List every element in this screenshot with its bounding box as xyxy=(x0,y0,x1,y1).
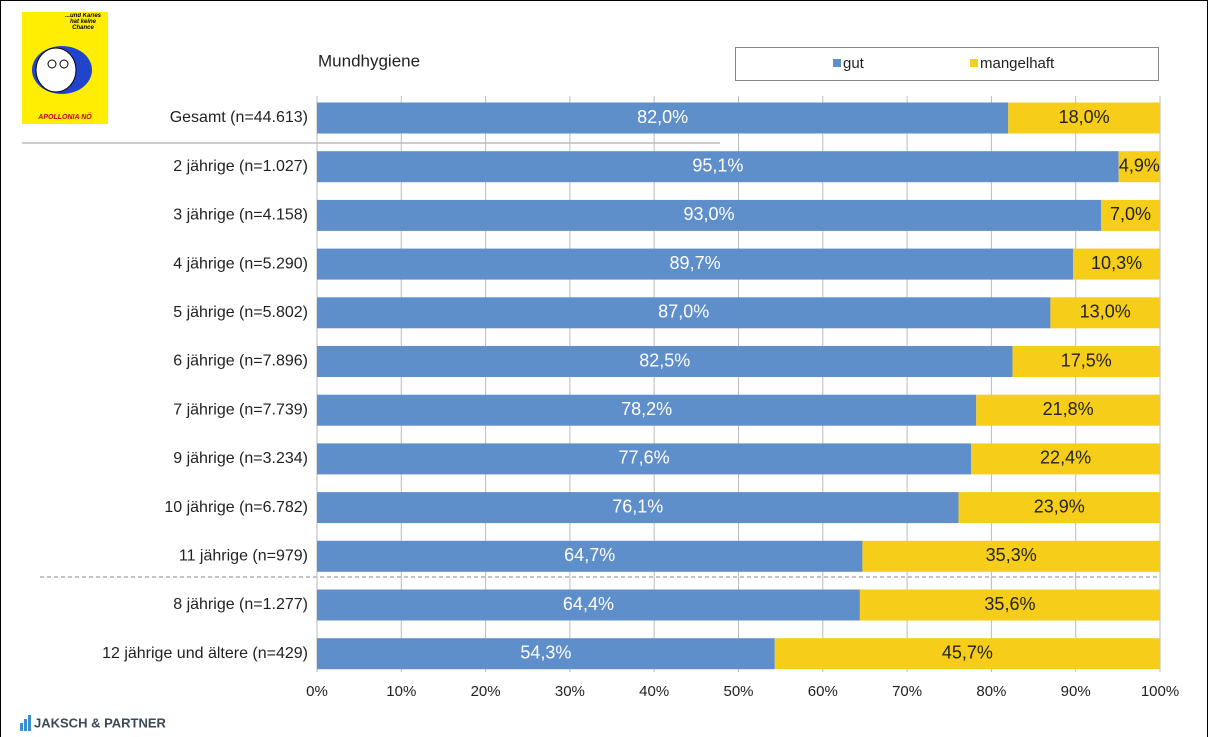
logo-name: APOLLONIA NÖ xyxy=(37,112,92,121)
x-tick-label: 20% xyxy=(471,683,501,700)
footer-icon xyxy=(24,719,27,731)
x-tick-label: 30% xyxy=(555,683,585,700)
logo-text: ...und Karies hat keine Chance xyxy=(60,13,106,31)
footer: JAKSCH & PARTNER xyxy=(20,715,167,731)
value-label: 35,6% xyxy=(984,594,1035,614)
value-label: 77,6% xyxy=(619,448,670,468)
category-label: 12 jährige und ältere (n=429) xyxy=(102,645,308,662)
x-tick-label: 40% xyxy=(639,683,669,700)
x-tick-label: 0% xyxy=(306,683,328,700)
value-label: 17,5% xyxy=(1061,350,1112,370)
x-tick-label: 10% xyxy=(386,683,416,700)
category-label: 4 jährige (n=5.290) xyxy=(173,255,308,272)
category-label: Gesamt (n=44.613) xyxy=(170,109,308,126)
value-label: 13,0% xyxy=(1080,302,1131,322)
footer-icon xyxy=(20,723,23,731)
value-label: 82,5% xyxy=(639,350,690,370)
value-label: 64,7% xyxy=(564,545,615,565)
x-tick-label: 70% xyxy=(892,683,922,700)
value-label: 54,3% xyxy=(520,642,571,662)
page: {"logo": {"text": "...und Karies hat kei… xyxy=(0,0,1208,737)
category-label: 7 jährige (n=7.739) xyxy=(173,401,308,418)
category-label: 3 jährige (n=4.158) xyxy=(173,207,308,224)
logo: ...und Karies hat keine Chance APOLLONIA… xyxy=(22,12,108,124)
legend-label: mangelhaft xyxy=(980,55,1055,72)
value-label: 35,3% xyxy=(986,545,1037,565)
footer-text: JAKSCH & PARTNER xyxy=(34,715,167,730)
value-label: 93,0% xyxy=(683,204,734,224)
logo-tooth xyxy=(36,48,76,92)
value-label: 95,1% xyxy=(692,155,743,175)
category-label: 2 jährige (n=1.027) xyxy=(173,158,308,175)
category-label: 10 jährige (n=6.782) xyxy=(164,499,308,516)
value-label: 45,7% xyxy=(942,642,993,662)
category-label: 5 jährige (n=5.802) xyxy=(173,304,308,321)
chart-title: Mundhygiene xyxy=(318,51,420,70)
value-label: 76,1% xyxy=(612,496,663,516)
value-label: 82,0% xyxy=(637,107,688,127)
value-label: 10,3% xyxy=(1091,253,1142,273)
legend-swatch xyxy=(833,59,841,67)
x-tick-label: 90% xyxy=(1061,683,1091,700)
category-label: 11 jährige (n=979) xyxy=(179,548,308,565)
category-label: 9 jährige (n=3.234) xyxy=(173,450,308,467)
footer-icon xyxy=(28,715,31,731)
value-label: 7,0% xyxy=(1110,204,1151,224)
chart: ...und Karies hat keine Chance APOLLONIA… xyxy=(0,0,1208,737)
value-label: 23,9% xyxy=(1034,496,1085,516)
category-label: 6 jährige (n=7.896) xyxy=(173,353,308,370)
legend-swatch xyxy=(970,59,978,67)
x-tick-label: 80% xyxy=(976,683,1006,700)
value-label: 89,7% xyxy=(670,253,721,273)
value-label: 78,2% xyxy=(621,399,672,419)
legend xyxy=(736,48,1159,81)
value-label: 22,4% xyxy=(1040,448,1091,468)
x-tick-label: 100% xyxy=(1141,683,1179,700)
logo-text-box: ...und Karies hat keine Chance xyxy=(60,13,106,43)
x-tick-label: 50% xyxy=(723,683,753,700)
value-label: 87,0% xyxy=(658,302,709,322)
value-label: 64,4% xyxy=(563,594,614,614)
value-label: 18,0% xyxy=(1059,107,1110,127)
legend-label: gut xyxy=(843,55,865,72)
category-label: 8 jährige (n=1.277) xyxy=(173,596,308,613)
x-tick-label: 60% xyxy=(808,683,838,700)
value-label: 21,8% xyxy=(1043,399,1094,419)
value-label: 4,9% xyxy=(1119,155,1160,175)
